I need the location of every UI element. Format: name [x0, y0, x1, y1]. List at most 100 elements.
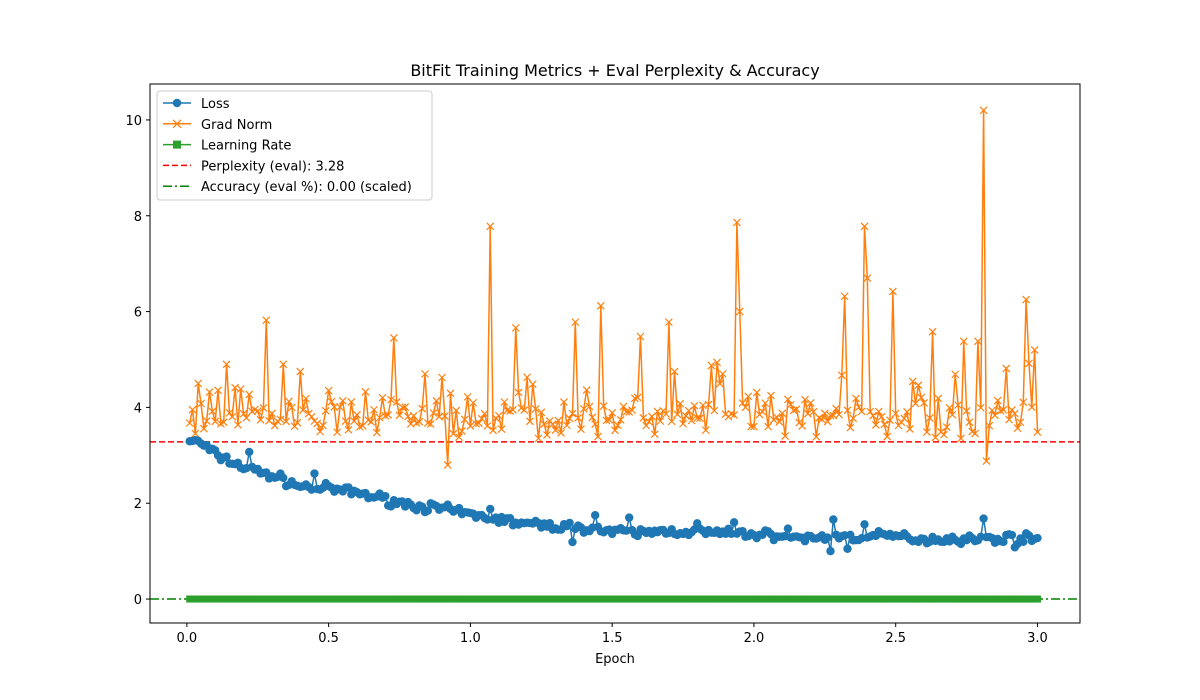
- grad-norm-point: [265, 416, 274, 425]
- grad-norm-point: [905, 425, 914, 433]
- grad-norm-point: [860, 222, 869, 231]
- grad-norm-point: [591, 420, 600, 428]
- grad-norm-point: [761, 399, 770, 408]
- x-tick-label: 3.0: [1027, 631, 1048, 646]
- legend-marker-square: [173, 140, 181, 149]
- grad-norm-point: [846, 423, 855, 432]
- loss-point: [310, 469, 319, 478]
- grad-norm-point: [219, 418, 228, 427]
- grad-norm-point: [324, 386, 333, 395]
- grad-norm-point: [222, 360, 231, 369]
- grad-norm-point: [965, 418, 974, 427]
- grad-norm-point: [801, 395, 809, 404]
- legend-label: Perplexity (eval): 3.28: [201, 159, 344, 174]
- grad-norm-point: [256, 415, 265, 424]
- grad-norm-point: [778, 409, 787, 418]
- grad-norm-point: [636, 332, 645, 341]
- grad-norm-point: [381, 411, 390, 420]
- grad-norm-point: [1010, 409, 1019, 418]
- grad-norm-point: [378, 393, 387, 402]
- grad-norm-point: [803, 409, 812, 418]
- grad-norm-point: [900, 414, 909, 423]
- grad-norm-point: [302, 394, 310, 403]
- grad-norm-point: [259, 404, 268, 412]
- grad-norm-point: [681, 411, 690, 420]
- grad-norm-point: [676, 399, 685, 408]
- x-tick-label: 1.5: [602, 631, 623, 646]
- grad-norm-point: [874, 407, 883, 416]
- grad-norm-point: [812, 432, 821, 441]
- grad-norm-point: [191, 429, 200, 438]
- grad-norm-point: [446, 389, 455, 398]
- learning-rate-point: [1033, 595, 1041, 603]
- grad-norm-point: [565, 414, 574, 423]
- grad-norm-point: [361, 387, 370, 396]
- grad-norm-point: [974, 337, 982, 346]
- grad-norm-point: [988, 406, 997, 415]
- grad-norm-point: [718, 369, 727, 378]
- loss-point: [1033, 533, 1042, 543]
- grad-norm-point: [954, 401, 963, 409]
- grad-norm-point: [1013, 424, 1022, 433]
- grad-norm-point: [979, 106, 988, 115]
- grad-norm-point: [670, 367, 679, 376]
- loss-point: [979, 514, 988, 523]
- plot-frame: [149, 83, 1081, 624]
- legend-label: Loss: [201, 97, 230, 112]
- y-tick-label: 2: [134, 497, 142, 512]
- legend-marker-circle: [172, 98, 182, 108]
- grad-norm-point: [486, 222, 495, 231]
- grad-norm-point: [982, 457, 991, 465]
- grad-norm-point: [920, 399, 928, 407]
- y-tick-label: 0: [134, 593, 142, 608]
- grad-norm-point: [457, 427, 466, 435]
- loss-point: [624, 513, 634, 522]
- grad-norm-point: [341, 417, 350, 425]
- loss-point: [565, 518, 574, 528]
- grad-norm-point: [197, 399, 205, 408]
- grad-norm-point: [599, 402, 608, 411]
- grad-norm-point: [338, 396, 347, 405]
- grad-norm-point: [849, 414, 858, 423]
- grad-norm-point: [639, 413, 648, 422]
- grad-norm-point: [185, 419, 194, 427]
- grad-norm-point: [321, 406, 330, 415]
- grad-norm-point: [443, 460, 452, 469]
- grad-norm-point: [781, 432, 790, 440]
- grad-norm-point: [959, 337, 968, 346]
- grad-norm-point: [398, 403, 407, 412]
- grad-norm-point: [239, 409, 248, 418]
- grad-norm-point: [267, 409, 276, 418]
- grad-norm-point: [296, 367, 305, 376]
- grad-norm-point: [747, 422, 756, 431]
- loss-point: [423, 506, 433, 515]
- grad-norm-point: [307, 412, 316, 421]
- grad-norm-point: [1030, 345, 1039, 354]
- grad-norm-point: [511, 323, 520, 332]
- grad-norm-point: [738, 399, 747, 408]
- grad-norm-point: [772, 413, 781, 422]
- grad-norm-point: [409, 411, 418, 420]
- y-tick-label: 6: [134, 306, 142, 321]
- loss-point: [1019, 537, 1028, 547]
- grad-norm-point: [857, 407, 866, 416]
- grad-norm-point: [233, 420, 242, 429]
- legend-label: Accuracy (eval %): 0.00 (scaled): [201, 180, 412, 195]
- grad-norm-point: [438, 373, 446, 382]
- grad-norm-point: [577, 425, 585, 434]
- grad-norm-point: [843, 406, 852, 415]
- grad-norm-point: [194, 379, 203, 388]
- grad-norm-point: [863, 274, 872, 282]
- grad-norm-point: [696, 414, 704, 423]
- grad-norm-point: [554, 416, 563, 425]
- grad-norm-point: [642, 421, 651, 430]
- grad-norm-point: [917, 393, 926, 402]
- loss-point: [486, 504, 495, 514]
- grad-norm-point: [948, 410, 957, 419]
- grad-norm-point: [934, 394, 943, 403]
- grad-norm-point: [914, 381, 923, 390]
- grad-norm-point: [735, 307, 744, 316]
- grad-norm-point: [903, 407, 911, 416]
